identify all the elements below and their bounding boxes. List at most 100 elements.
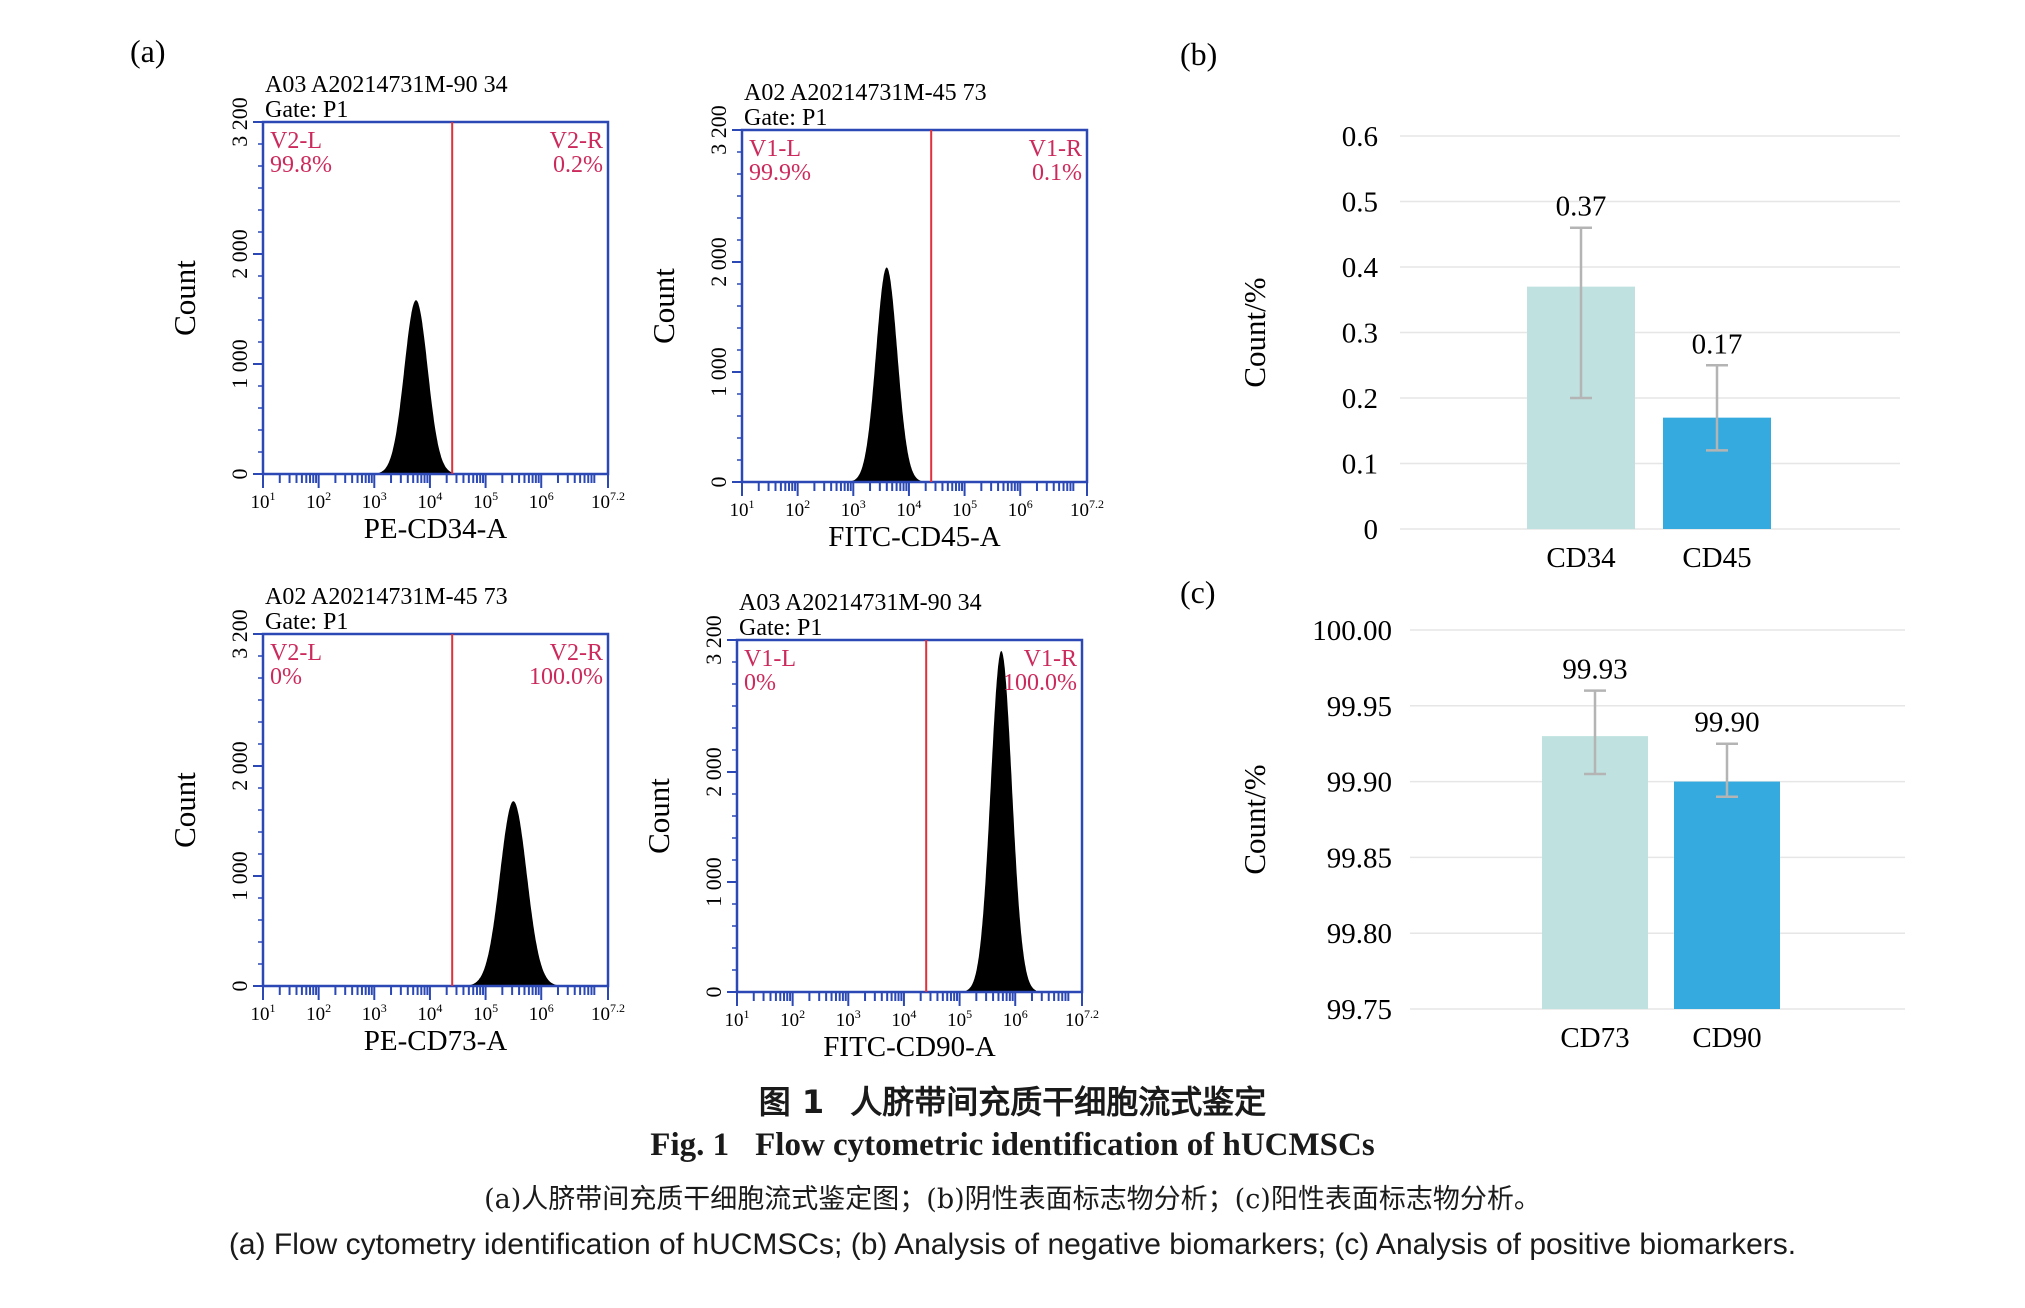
- x-tick-label: 105: [473, 1001, 498, 1025]
- y-tick-label: 2 000: [227, 229, 252, 279]
- histogram-gate-label: Gate: P1: [744, 105, 827, 131]
- x-tick-label: 101: [725, 1007, 750, 1031]
- y-tick-label: 1 000: [701, 857, 726, 907]
- caption-english-description: (a) Flow cytometry identification of hUC…: [228, 1228, 1797, 1261]
- caption-chinese-description: (a)人脐带间充质干细胞流式鉴定图；(b)阴性表面标志物分析；(c)阳性表面标志…: [484, 1184, 1541, 1215]
- bar-chart: 99.75 99.80 99.85 99.90 99.95 100.00 Count/% 99…: [1237, 615, 1905, 1054]
- panel-label-b: (b): [1180, 36, 1217, 72]
- x-tick-label: 107.2: [1065, 1007, 1099, 1031]
- caption-english-title: Fig. 1 Flow cytometric identification of …: [0, 1127, 2025, 1164]
- right-gate-percent: 100.0%: [1003, 670, 1077, 696]
- x-tick-label: 104: [417, 489, 442, 513]
- x-tick-label: CD73: [1560, 1022, 1629, 1054]
- y-axis-title: Count: [167, 260, 202, 336]
- y-tick-label: 1 000: [227, 339, 252, 389]
- data-label: 99.90: [1694, 707, 1759, 739]
- right-gate-percent: 0.2%: [553, 152, 603, 178]
- y-tick-label: 0: [227, 981, 252, 992]
- panel-label-a: (a): [130, 33, 166, 69]
- y-tick-label: 2 000: [701, 747, 726, 797]
- histogram-sample-header: A03 A20214731M-90 34: [265, 72, 508, 98]
- histogram-peak: [377, 300, 455, 474]
- y-tick-label: 0.3: [1342, 318, 1378, 350]
- x-tick-label: 104: [417, 1001, 442, 1025]
- x-tick-label: CD90: [1692, 1022, 1761, 1054]
- y-tick-label: 0.5: [1342, 187, 1378, 219]
- histogram-gate-label: Gate: P1: [739, 615, 822, 641]
- y-axis-title: Count: [641, 778, 676, 854]
- x-tick-label: 103: [836, 1007, 861, 1031]
- left-gate-percent: 99.8%: [270, 152, 332, 178]
- histogram-peak: [966, 651, 1036, 992]
- caption-chinese-title-number: 图 1: [758, 1083, 825, 1121]
- data-label: 99.93: [1562, 654, 1627, 686]
- x-tick-label: CD34: [1546, 542, 1616, 574]
- y-tick-label: 3 200: [706, 105, 731, 155]
- x-tick-label: 104: [896, 497, 921, 521]
- right-gate-percent: 100.0%: [529, 664, 603, 690]
- x-tick-label: 106: [529, 489, 554, 513]
- x-tick-label: 101: [730, 497, 755, 521]
- y-tick-label: 2 000: [706, 237, 731, 287]
- y-tick-label: 0.1: [1342, 449, 1378, 481]
- y-tick-label: 1 000: [227, 851, 252, 901]
- right-gate-label: V1-R: [1029, 136, 1082, 162]
- x-tick-label: 102: [785, 497, 810, 521]
- y-axis-title: Count: [167, 772, 202, 848]
- y-tick-label: 100.00: [1312, 615, 1392, 647]
- right-gate-label: V2-R: [550, 128, 603, 154]
- y-tick-label: 99.75: [1327, 994, 1392, 1026]
- x-tick-label: 103: [362, 1001, 387, 1025]
- right-gate-label: V1-R: [1024, 646, 1077, 672]
- y-axis-title: Count/%: [1237, 764, 1272, 874]
- y-tick-label: 99.95: [1327, 691, 1392, 723]
- x-axis-title: FITC-CD45-A: [828, 521, 1000, 553]
- histogram-sample-header: A02 A20214731M-45 73: [744, 80, 987, 106]
- x-tick-label: 106: [1008, 497, 1033, 521]
- y-tick-label: 0: [701, 987, 726, 998]
- histogram-gate-label: Gate: P1: [265, 609, 348, 635]
- left-gate-label: V1-L: [744, 646, 796, 672]
- x-axis-title: PE-CD73-A: [364, 1025, 507, 1057]
- left-gate-label: V1-L: [749, 136, 801, 162]
- y-tick-label: 0: [706, 477, 731, 488]
- histogram-sample-header: A02 A20214731M-45 73: [265, 584, 508, 610]
- x-tick-label: 103: [362, 489, 387, 513]
- bar: [1542, 736, 1648, 1009]
- caption-english-title-text: Flow cytometric identification of hUCMSC…: [755, 1127, 1375, 1163]
- y-tick-label: 3 200: [227, 97, 252, 147]
- x-tick-label: 104: [891, 1007, 916, 1031]
- y-tick-label: 2 000: [227, 741, 252, 791]
- x-tick-label: CD45: [1682, 542, 1751, 574]
- y-tick-label: 1 000: [706, 347, 731, 397]
- x-tick-label: 102: [306, 1001, 331, 1025]
- left-gate-label: V2-L: [270, 640, 322, 666]
- bar-chart: 0 0.1 0.2 0.3 0.4 0.5 0.6 Count/% 0.37 CD34 0.17 CD…: [1237, 121, 1900, 574]
- y-tick-label: 99.85: [1327, 842, 1392, 874]
- histogram-sample-header: A03 A20214731M-90 34: [739, 590, 982, 616]
- x-tick-label: 105: [947, 1007, 972, 1031]
- x-tick-label: 103: [841, 497, 866, 521]
- x-tick-label: 101: [251, 1001, 276, 1025]
- x-tick-label: 107.2: [591, 1001, 625, 1025]
- y-tick-label: 0: [1364, 514, 1379, 546]
- data-label: 0.37: [1556, 191, 1607, 223]
- x-tick-label: 102: [780, 1007, 805, 1031]
- x-tick-label: 106: [1003, 1007, 1028, 1031]
- x-tick-label: 101: [251, 489, 276, 513]
- x-tick-label: 105: [473, 489, 498, 513]
- y-tick-label: 99.90: [1327, 767, 1392, 799]
- left-gate-percent: 0%: [270, 664, 302, 690]
- caption-chinese-title: 图 1 人脐带间充质干细胞流式鉴定: [0, 1077, 2025, 1123]
- x-axis-title: FITC-CD90-A: [823, 1031, 995, 1063]
- panel-label-c: (c): [1180, 574, 1216, 610]
- left-gate-percent: 99.9%: [749, 160, 811, 186]
- x-tick-label: 105: [952, 497, 977, 521]
- histogram-gate-label: Gate: P1: [265, 97, 348, 123]
- y-tick-label: 0.4: [1342, 252, 1379, 284]
- y-axis-title: Count: [646, 268, 681, 344]
- x-tick-label: 107.2: [1070, 497, 1104, 521]
